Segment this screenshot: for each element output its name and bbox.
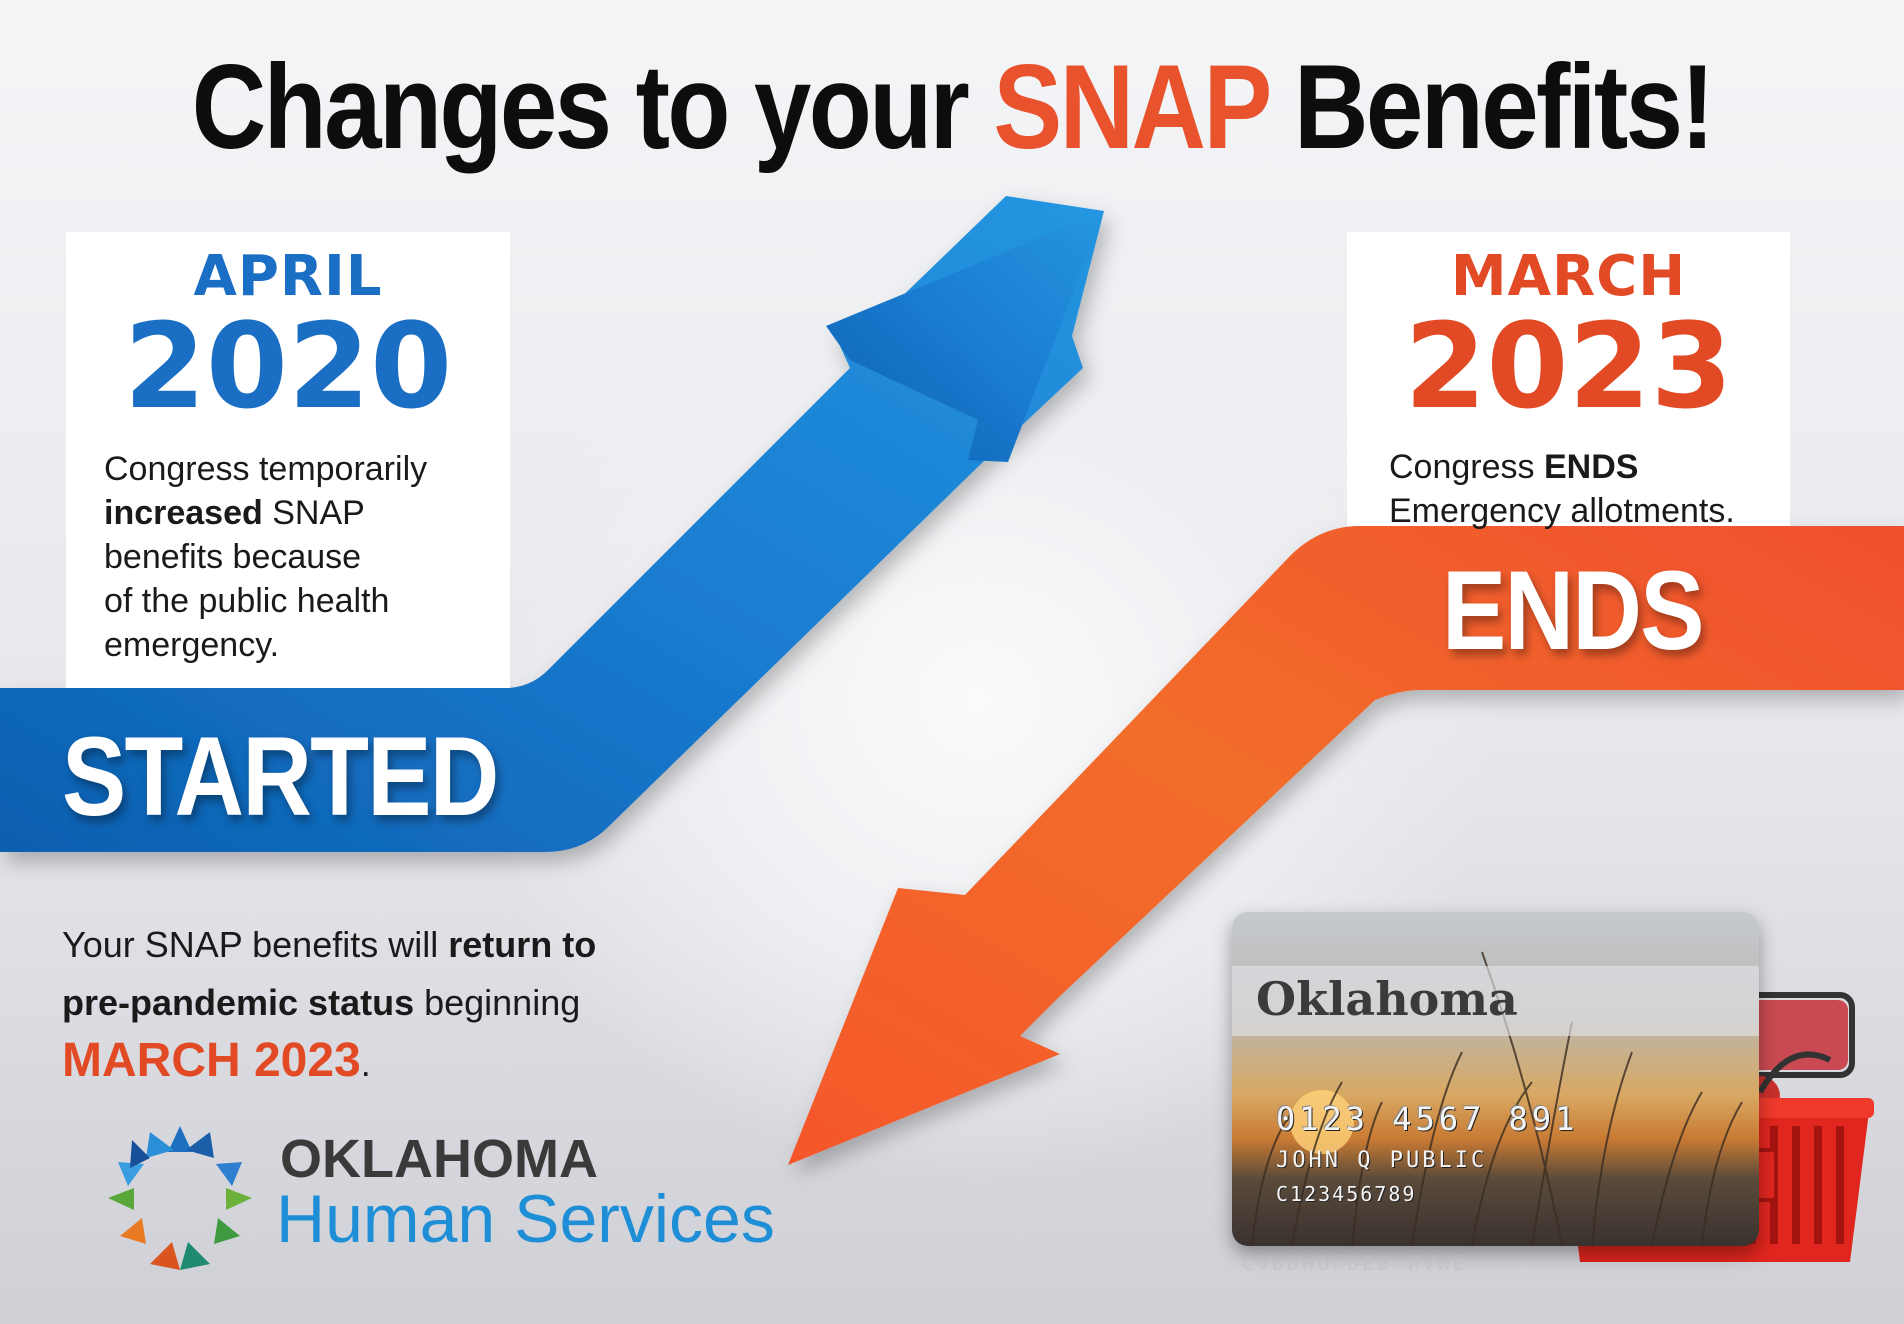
- right-month: MARCH: [1450, 244, 1687, 309]
- bottom-bold-return: return to: [448, 924, 597, 965]
- ebt-card: Oklahoma 0123 4567 891 JOHN Q PUBLIC C12…: [1232, 912, 1759, 1246]
- down-arrow-graphic: [788, 526, 1904, 1165]
- right-year: 2023: [1404, 297, 1733, 435]
- left-line-2: increased SNAP: [104, 491, 510, 535]
- ebt-card-holder: JOHN Q PUBLIC: [1276, 1148, 1488, 1173]
- bottom-bold-status: pre-pandemic status: [62, 982, 415, 1023]
- logo-oklahoma-text: OKLAHOMA: [280, 1129, 598, 1189]
- ebt-card-reflection: CARDHOLDER NAME: [1242, 1250, 1468, 1274]
- march-2023-card: MARCH 2023 Congress ENDS Emergency allot…: [1347, 232, 1790, 530]
- right-line-1-pre: Congress: [1389, 448, 1544, 486]
- right-line-2: Emergency allotments.: [1389, 492, 1735, 530]
- left-line-2-rest: SNAP: [262, 494, 365, 532]
- left-month: APRIL: [193, 244, 383, 309]
- bottom-date: MARCH 2023: [62, 1034, 361, 1087]
- right-line-1: Congress ENDS: [1389, 445, 1790, 489]
- bottom-line-1: Your SNAP benefits will return to: [62, 916, 702, 974]
- april-2020-card: APRIL 2020 Congress temporarily increase…: [66, 232, 510, 688]
- left-line-1: Congress temporarily: [104, 450, 428, 488]
- title-part-2: Benefits!: [1293, 40, 1715, 174]
- left-line-3: benefits because: [104, 538, 362, 576]
- title-snap-highlight: SNAP: [993, 40, 1270, 174]
- bottom-pre: Your SNAP benefits will: [62, 924, 449, 965]
- left-year: 2020: [123, 297, 453, 435]
- oklahoma-star-logo-icon: [108, 1126, 252, 1270]
- ebt-card-number: 0123 4567 891: [1276, 1100, 1579, 1138]
- bottom-line-2: pre-pandemic status beginning: [62, 974, 702, 1032]
- right-card-text: Congress ENDS Emergency allotments.: [1389, 445, 1790, 533]
- bottom-line-3: MARCH 2023.: [62, 1032, 702, 1093]
- ebt-name-band: [1232, 966, 1759, 1036]
- left-bold-increased: increased: [104, 494, 263, 532]
- logo-human-services-text: Human Services: [276, 1181, 775, 1257]
- page-title: Changes to your SNAP Benefits!: [133, 38, 1770, 176]
- ebt-card-id: C123456789: [1276, 1182, 1417, 1206]
- ebt-state-name: Oklahoma: [1256, 972, 1518, 1026]
- prairie-grass-icon: [1251, 951, 1743, 1246]
- bottom-period: .: [360, 1043, 371, 1084]
- started-label: STARTED: [62, 714, 499, 839]
- left-line-5: emergency.: [104, 626, 280, 664]
- title-part-1: Changes to your: [191, 40, 970, 174]
- left-line-4: of the public health: [104, 582, 390, 620]
- left-card-text: Congress temporarily increased SNAP bene…: [104, 447, 510, 667]
- up-arrow-graphic: [0, 196, 1104, 852]
- right-bold-ends: ENDS: [1543, 448, 1639, 486]
- bottom-message: Your SNAP benefits will return to pre-pa…: [62, 916, 702, 1093]
- bottom-post: beginning: [414, 982, 581, 1023]
- ends-label: ENDS: [1442, 548, 1704, 673]
